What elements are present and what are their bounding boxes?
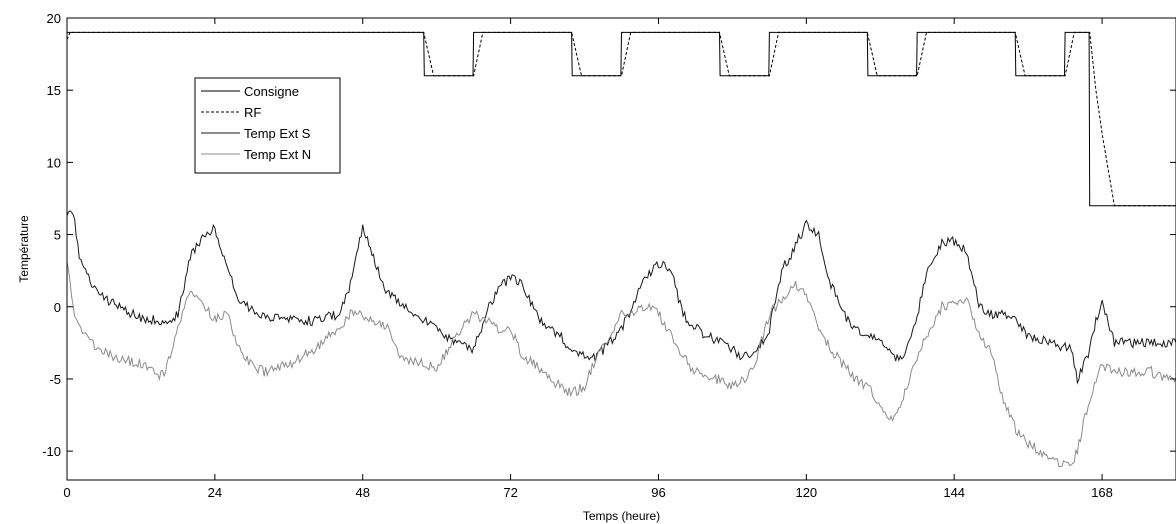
series-line-consigne [67, 31, 1176, 207]
x-axis-label: Temps (heure) [583, 509, 660, 523]
legend-entries: Consigne RF Temp Ext S Temp Ext N [201, 84, 311, 162]
series-line-temp-ext-n [66, 261, 1176, 468]
y-tick-label: 5 [54, 228, 61, 243]
legend-box [194, 77, 341, 174]
legend-label: Temp Ext N [244, 147, 311, 162]
y-tick-label: -10 [42, 444, 61, 459]
x-tick-label: 144 [943, 485, 965, 500]
x-tick-label: 168 [1091, 485, 1113, 500]
series-line-rf [66, 31, 1176, 207]
legend: Consigne RF Temp Ext S Temp Ext N [194, 77, 341, 174]
ticks-layer: 0 24 48 72 96 120 144 168 -10 -5 0 5 10 15 20 [42, 11, 1176, 500]
series-line-temp-ext-s [66, 210, 1176, 385]
x-tick-label: 48 [355, 485, 369, 500]
plot-frame [66, 17, 1176, 481]
x-tick-label: 96 [651, 485, 665, 500]
x-tick-label: 24 [208, 485, 222, 500]
legend-label: RF [244, 105, 261, 120]
legend-label: Consigne [244, 84, 299, 99]
y-tick-label: 20 [47, 11, 61, 26]
y-tick-label: 10 [47, 155, 61, 170]
y-axis-label: Température [17, 215, 31, 283]
x-tick-label: 120 [795, 485, 817, 500]
series-layer [66, 31, 1176, 468]
x-tick-label: 72 [503, 485, 517, 500]
y-tick-label: -5 [49, 372, 61, 387]
legend-label: Temp Ext S [244, 126, 311, 141]
y-tick-label: 15 [47, 83, 61, 98]
x-tick-label: 0 [63, 485, 70, 500]
y-tick-label: 0 [54, 300, 61, 315]
